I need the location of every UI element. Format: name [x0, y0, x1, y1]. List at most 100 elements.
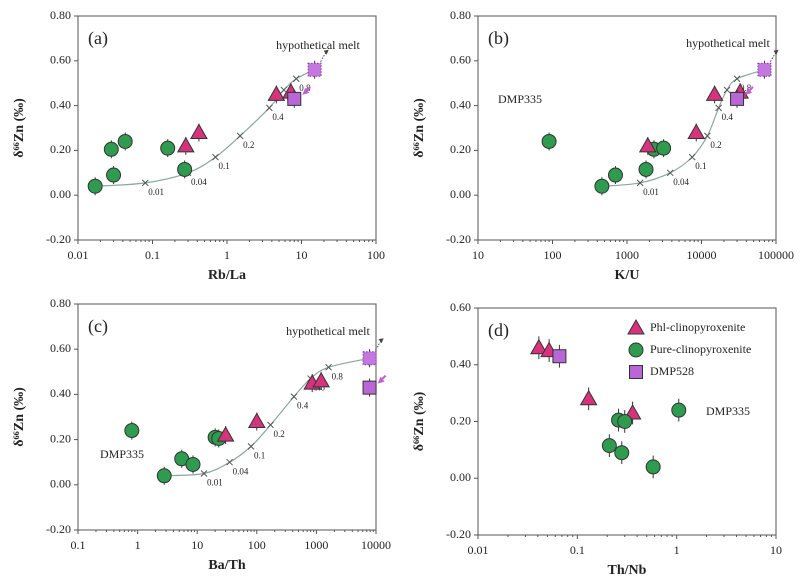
panel-label: (c) [88, 316, 108, 337]
curve-marker [733, 75, 741, 83]
x-tick-label: 1 [224, 248, 230, 262]
curve-marker [688, 153, 696, 161]
point [307, 62, 322, 77]
arrow-head [773, 49, 779, 55]
y-tick-label: 0.20 [50, 142, 71, 156]
mixing-fraction: 0.8 [299, 83, 311, 93]
y-tick-label: 0.20 [50, 431, 71, 445]
point [124, 423, 140, 439]
curve-marker [325, 363, 332, 371]
point [645, 459, 661, 475]
legend-label: DMP528 [650, 364, 694, 378]
x-tick-label: 100000 [758, 248, 794, 262]
y-tick-label: 0.40 [50, 97, 71, 111]
x-tick-label: 10 [296, 248, 308, 262]
mixing-fraction: 0.2 [243, 140, 254, 150]
point [705, 85, 724, 101]
y-tick-label: 0.60 [450, 300, 471, 314]
panel: -0.20 0.00 0.20 0.40 0.60 0.80 10 100 1000 10000 1… [412, 8, 794, 283]
curve-marker [666, 169, 674, 177]
point [267, 85, 286, 101]
x-axis-label: Rb/La [208, 268, 246, 283]
point [106, 167, 122, 183]
mixing-fraction: 0.1 [218, 161, 229, 171]
cross [290, 393, 298, 401]
plot-frame [77, 303, 377, 531]
curve-marker [212, 153, 219, 161]
point [103, 141, 119, 157]
point [312, 371, 330, 388]
point [552, 349, 567, 364]
cross [636, 179, 644, 187]
x-tick-label: 10000 [361, 538, 391, 552]
mixing-fraction: 0.8 [740, 83, 752, 93]
x-tick-label: 10 [191, 538, 203, 552]
y-axis-label: δ⁶⁶Zn (‰) [12, 387, 27, 447]
arrow-head [323, 49, 329, 55]
point [687, 123, 706, 139]
point [87, 178, 103, 194]
x-axis-label: Th/Nb [608, 563, 647, 578]
cross [236, 132, 244, 140]
mixing-fraction: 0.04 [191, 177, 207, 187]
y-tick-label: 0.40 [450, 357, 471, 371]
x-tick-label: 1 [135, 538, 141, 552]
x-tick-label: 0.1 [71, 538, 86, 552]
point [579, 389, 598, 406]
point [185, 456, 201, 472]
cross [292, 75, 300, 83]
panel: -0.20 0.00 0.20 0.40 0.60 0.80 0.1 1 10 100 1000 10… [12, 296, 391, 573]
x-tick-label: 100 [544, 248, 562, 262]
y-tick-label: 0.80 [450, 8, 471, 22]
annotation: hypothetical melt [686, 36, 770, 50]
cross [247, 443, 255, 450]
arrow-head [378, 338, 384, 344]
cross [715, 104, 723, 112]
legend-marker [628, 342, 644, 358]
panel: -0.20 0.00 0.20 0.40 0.60 0.01 0.1 1 10 Th/Nb δ⁶⁶Z… [412, 300, 782, 578]
curve-marker [247, 443, 255, 450]
curve-marker [290, 393, 298, 401]
mixing-fraction: 0.01 [148, 187, 164, 197]
x-tick-label: 1000 [304, 538, 328, 552]
point [617, 414, 633, 429]
legend-label: Pure-clinopyroxenite [650, 342, 751, 356]
cross [723, 86, 731, 94]
y-tick-label: -0.20 [46, 522, 71, 536]
y-tick-label: 0.00 [450, 470, 471, 484]
cross [267, 421, 274, 429]
point [176, 136, 195, 153]
y-axis-label: δ⁶⁶Zn (‰) [412, 391, 427, 451]
y-tick-label: 0.80 [50, 8, 71, 22]
panel: -0.20 0.00 0.20 0.40 0.60 0.80 0.01 0.1 1 10 100 Rb… [12, 8, 385, 283]
curve-marker [267, 421, 274, 429]
cross [265, 104, 273, 112]
cross [666, 169, 674, 177]
panel-label: (d) [488, 320, 509, 341]
x-tick-label: 10000 [687, 248, 717, 262]
cross [226, 458, 233, 466]
point [530, 338, 548, 355]
y-tick-label: 0.60 [50, 341, 71, 355]
mixing-fraction: 0.4 [272, 112, 284, 122]
y-tick-label: -0.20 [46, 232, 71, 246]
x-tick-label: 10 [472, 248, 484, 262]
mixing-fraction: 0.8 [332, 371, 344, 381]
arrow-head [377, 376, 385, 384]
point [177, 161, 193, 177]
point [247, 412, 266, 429]
x-axis-label: K/U [615, 268, 640, 283]
point [287, 91, 302, 106]
curve-marker [715, 104, 723, 112]
point [594, 178, 610, 194]
arrow-head [302, 87, 310, 95]
curve-marker [200, 470, 208, 477]
curve-marker [636, 179, 644, 187]
cross [200, 470, 208, 477]
mixing-fraction: 0.1 [695, 161, 706, 171]
point [638, 136, 657, 153]
y-tick-label: 0.80 [50, 296, 71, 310]
mixing-fraction: 0.04 [673, 177, 689, 187]
point [757, 62, 772, 77]
